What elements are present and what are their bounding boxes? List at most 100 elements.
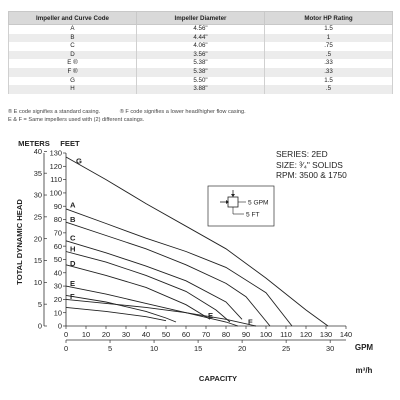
m3h-unit-label: m³/h (356, 366, 373, 375)
table-row: D 3.56" .5 (8, 50, 393, 60)
table-row: A 4.56" 1.5 (8, 24, 393, 34)
feet-tick-label: 20 (54, 295, 62, 304)
curve-label: G (76, 156, 82, 165)
note-e-code: ® E code signifies a standard casing. (8, 109, 101, 115)
pump-curve-h (65, 251, 231, 323)
rpm-line: RPM: 3500 & 1750 (276, 170, 347, 180)
gpm-tick-label: 30 (122, 330, 130, 339)
note-f-code: ® F code signifies a lower head/higher f… (119, 109, 246, 115)
m3h-tick-label: 0 (64, 344, 68, 353)
feet-tick-label: 50 (54, 255, 62, 264)
column-header-diameter: Impeller Diameter (136, 11, 265, 25)
m3h-tick-label: 30 (326, 344, 334, 353)
impeller-table: Impeller and Curve Code Impeller Diamete… (8, 11, 393, 94)
m3h-tick-label: 20 (238, 344, 246, 353)
scale-key-box (207, 185, 275, 227)
cell-hp: 1.5 (264, 76, 393, 86)
gpm-tick-label: 100 (260, 330, 272, 339)
feet-tick-label: 10 (54, 308, 62, 317)
y-axis-title: TOTAL DYNAMIC HEAD (15, 199, 24, 285)
curve-label: F (70, 292, 75, 301)
pump-curve-c (65, 240, 243, 320)
curve-label: A (70, 200, 76, 209)
feet-tick-label: 130 (50, 149, 62, 158)
size-line: SIZE: ³⁄₄" SOLIDS (276, 159, 343, 170)
table-row: C 4.06" .75 (8, 42, 393, 51)
table-row: E ® 5.38" .33 (8, 59, 393, 68)
table-header-row: Impeller and Curve Code Impeller Diamete… (8, 11, 393, 25)
feet-tick-label: 110 (50, 175, 62, 184)
x-axis-title: CAPACITY (199, 374, 237, 383)
feet-tick-label: 90 (54, 202, 62, 211)
feet-tick-label: 120 (50, 162, 62, 171)
feet-tick-label: 60 (54, 242, 62, 251)
gpm-tick-label: 140 (340, 330, 352, 339)
gpm-tick-label: 120 (300, 330, 312, 339)
pump-curve-d (65, 264, 211, 320)
curve-label: E (70, 279, 75, 288)
meters-tick-label: 5 (38, 300, 42, 309)
m3h-tick-label: 15 (194, 344, 202, 353)
curve-label: F (248, 318, 253, 327)
scale-key-ft-label: 5 FT (246, 212, 260, 219)
gpm-tick-label: 90 (242, 330, 250, 339)
table-notes: ® E code signifies a standard casing. ® … (8, 108, 392, 124)
series-info: SERIES: 2ED SIZE: ³⁄₄" SOLIDS RPM: 3500 … (276, 149, 347, 181)
curve-label: C (70, 234, 76, 243)
scale-key-arrowhead (226, 200, 229, 204)
scale-key-gpm-label: 5 GPM (248, 200, 269, 207)
curve-label: D (70, 259, 76, 268)
pump-curve-low-speed (65, 306, 167, 322)
cell-hp: .5 (264, 85, 393, 94)
column-header-hp: Motor HP Rating (264, 11, 393, 25)
cell-hp: .33 (264, 59, 393, 68)
gpm-tick-label: 70 (202, 330, 210, 339)
pump-curve-e (65, 285, 239, 327)
m3h-tick-label: 5 (108, 344, 112, 353)
series-line: SERIES: 2ED (276, 149, 328, 159)
meters-tick-label: 35 (34, 169, 42, 178)
column-header-code: Impeller and Curve Code (8, 11, 137, 25)
gpm-unit-label: GPM (355, 343, 374, 352)
feet-tick-label: 30 (54, 282, 62, 291)
meters-tick-label: 15 (34, 256, 42, 265)
pump-curve-a (65, 208, 293, 327)
feet-tick-label: 0 (58, 322, 62, 331)
curve-label: B (70, 215, 76, 224)
cell-hp: .33 (264, 67, 393, 77)
curve-label: E (208, 311, 213, 320)
table-row: B 4.44" 1 (8, 33, 393, 43)
table-row: G 5.50" 1.5 (8, 76, 393, 86)
gpm-tick-label: 20 (102, 330, 110, 339)
feet-tick-label: 70 (54, 228, 62, 237)
feet-tick-label: 80 (54, 215, 62, 224)
gpm-tick-label: 10 (82, 330, 90, 339)
cell-hp: .5 (264, 50, 393, 60)
meters-tick-label: 40 (34, 147, 42, 156)
scale-key-arrowhead (231, 194, 235, 197)
cell-hp: 1.5 (264, 24, 393, 34)
gpm-tick-label: 0 (64, 330, 68, 339)
pump-curve-f (65, 298, 257, 327)
gpm-tick-label: 40 (142, 330, 150, 339)
feet-tick-label: 40 (54, 268, 62, 277)
gpm-tick-label: 60 (182, 330, 190, 339)
feet-tick-label: 100 (50, 189, 62, 198)
note-ef-same: E & F = Same impellers used with (2) dif… (8, 117, 145, 123)
cell-hp: 1 (264, 33, 393, 43)
meters-unit-label: METERS (18, 139, 50, 148)
table-row: H 3.88" .5 (8, 85, 393, 94)
curve-label: H (70, 244, 75, 253)
meters-tick-label: 30 (34, 191, 42, 200)
meters-tick-label: 0 (38, 322, 42, 331)
cell-hp: .75 (264, 42, 393, 51)
scale-key-square (227, 196, 239, 208)
table-row: F ® 5.38" .33 (8, 67, 393, 77)
m3h-tick-label: 25 (282, 344, 290, 353)
feet-unit-label: FEET (60, 139, 80, 148)
pump-curve-b (65, 221, 271, 327)
meters-tick-label: 25 (34, 212, 42, 221)
pump-curve-low-speed (65, 294, 177, 323)
gpm-tick-label: 110 (280, 330, 292, 339)
